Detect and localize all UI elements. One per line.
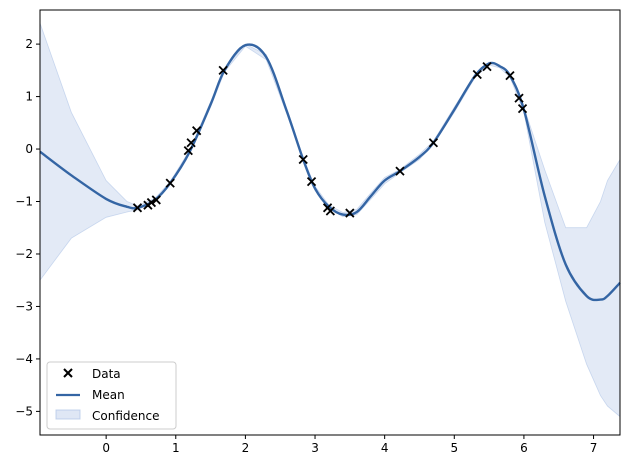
y-tick-label: −1	[15, 195, 33, 209]
legend-label-data: Data	[92, 367, 121, 381]
data-point	[505, 70, 515, 81]
data-point-stroke	[306, 176, 317, 187]
mean-line-layer	[39, 43, 621, 302]
legend-data-marker	[63, 368, 73, 378]
data-point	[186, 138, 196, 148]
data-point-stroke	[428, 138, 439, 148]
data-point	[183, 145, 193, 156]
data-point-stroke	[514, 93, 524, 103]
data-point	[428, 138, 439, 148]
data-point	[395, 166, 405, 176]
data-point	[306, 176, 317, 187]
data-point-stroke	[298, 154, 308, 165]
x-axis-ticks: 0 1 2 3 4 5 6 7	[102, 435, 597, 455]
data-point-stroke	[186, 138, 196, 148]
mean-line	[39, 43, 621, 302]
data-point-stroke	[165, 178, 175, 188]
data-point	[482, 62, 492, 72]
x-tick-label: 7	[590, 441, 598, 455]
data-point-stroke	[517, 104, 528, 114]
data-point	[192, 126, 202, 136]
legend-label-mean: Mean	[92, 388, 125, 402]
confidence-band	[39, 22, 621, 418]
data-point-stroke	[146, 197, 157, 208]
legend-label-confidence: Confidence	[92, 409, 159, 423]
legend-confidence-swatch	[55, 409, 81, 420]
x-tick-label: 1	[172, 441, 180, 455]
x-tick-label: 2	[242, 441, 250, 455]
data-point	[325, 206, 335, 216]
x-tick-label: 3	[311, 441, 319, 455]
data-point	[132, 203, 143, 213]
data-point	[298, 154, 308, 165]
y-tick-label: 0	[25, 142, 33, 156]
plot-frame	[39, 9, 621, 436]
x-tick-label: 0	[102, 441, 110, 455]
y-tick-label: 2	[25, 37, 33, 51]
data-point	[517, 104, 528, 114]
data-point-stroke	[482, 62, 492, 72]
y-axis-ticks: −5 −4 −3 −2 −1 0 1 2	[15, 37, 40, 418]
data-point	[165, 178, 175, 188]
data-markers-layer	[132, 62, 528, 218]
data-point-stroke	[395, 166, 405, 176]
data-point-stroke	[218, 65, 228, 75]
x-tick-label: 5	[450, 441, 458, 455]
data-point-stroke	[132, 203, 143, 213]
data-point-stroke	[151, 195, 161, 205]
data-point	[218, 65, 228, 75]
y-tick-label: −5	[15, 404, 33, 418]
data-point	[151, 195, 161, 205]
confidence-band-layer	[39, 22, 621, 418]
data-point-stroke	[472, 69, 482, 80]
x-tick-label: 6	[520, 441, 528, 455]
data-point-stroke	[505, 70, 515, 81]
data-point-stroke	[192, 126, 202, 136]
legend: Data Mean Confidence	[46, 361, 177, 430]
x-tick-label: 4	[381, 441, 389, 455]
data-point	[345, 208, 355, 218]
data-point-stroke	[325, 206, 335, 216]
y-tick-label: 1	[25, 90, 33, 104]
legend-box	[46, 361, 177, 430]
data-point-stroke	[183, 145, 193, 156]
data-point	[146, 197, 157, 208]
y-tick-label: −2	[15, 247, 33, 261]
data-point	[514, 93, 524, 103]
data-point	[472, 69, 482, 80]
data-point-stroke	[345, 208, 355, 218]
y-tick-label: −4	[15, 352, 33, 366]
y-tick-label: −3	[15, 299, 33, 313]
